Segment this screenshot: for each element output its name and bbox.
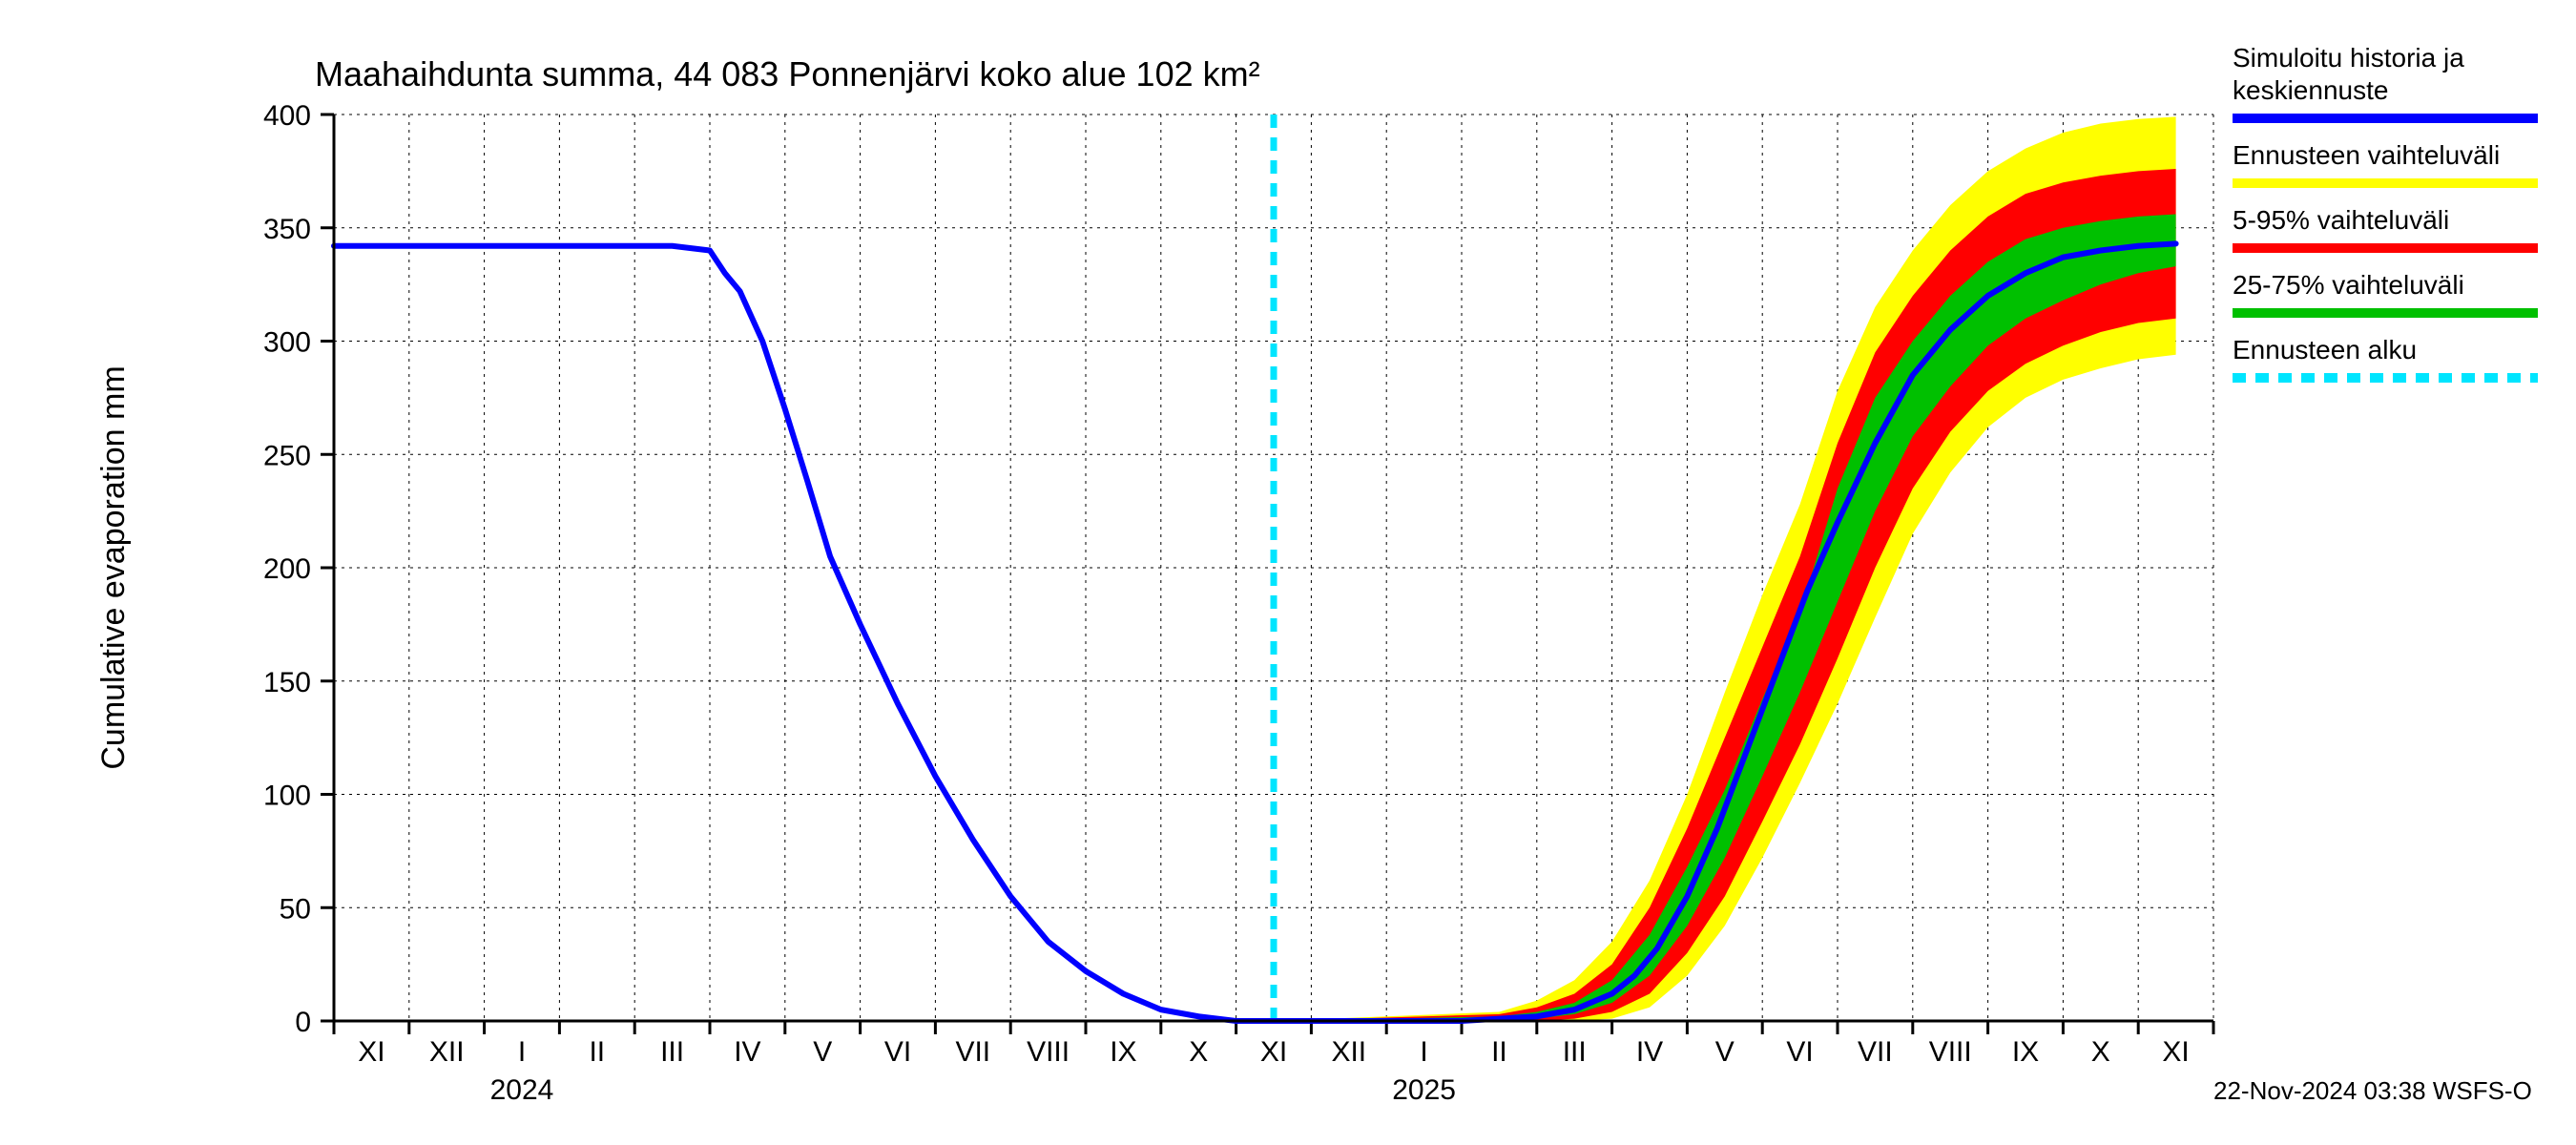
x-month-label: VI: [884, 1036, 911, 1068]
x-month-label: X: [2091, 1036, 2110, 1068]
footer-text: 22-Nov-2024 03:38 WSFS-O: [2213, 1076, 2532, 1105]
x-month-label: II: [589, 1036, 605, 1068]
x-month-label: IX: [1110, 1036, 1136, 1068]
y-tick-label: 400: [263, 100, 311, 132]
y-tick-label: 350: [263, 214, 311, 245]
chart-svg: 050100150200250300350400XIXIIIIIIIIIVVVI…: [0, 0, 2576, 1145]
x-month-label: XII: [429, 1036, 465, 1068]
y-tick-label: 250: [263, 440, 311, 471]
x-month-label: II: [1491, 1036, 1507, 1068]
legend-label: Ennusteen vaihteluväli: [2233, 140, 2500, 170]
x-month-label: V: [813, 1036, 832, 1068]
x-month-label: VII: [1858, 1036, 1893, 1068]
x-year-label: 2024: [490, 1074, 554, 1106]
y-tick-label: 150: [263, 667, 311, 698]
legend-label: Simuloitu historia ja: [2233, 43, 2464, 73]
legend-label: keskiennuste: [2233, 75, 2388, 105]
x-month-label: XI: [358, 1036, 384, 1068]
x-month-label: IV: [734, 1036, 760, 1068]
y-tick-label: 100: [263, 781, 311, 812]
x-month-label: VI: [1786, 1036, 1813, 1068]
y-tick-label: 0: [295, 1007, 311, 1038]
legend-label: 5-95% vaihteluväli: [2233, 205, 2449, 235]
x-month-label: I: [518, 1036, 526, 1068]
x-month-label: III: [1563, 1036, 1587, 1068]
x-month-label: III: [660, 1036, 684, 1068]
x-month-label: IV: [1636, 1036, 1663, 1068]
y-axis-label: Cumulative evaporation mm: [95, 365, 132, 769]
y-tick-label: 300: [263, 327, 311, 359]
x-month-label: VII: [955, 1036, 990, 1068]
y-tick-label: 50: [280, 893, 311, 925]
y-tick-label: 200: [263, 553, 311, 585]
chart-container: 050100150200250300350400XIXIIIIIIIIIVVVI…: [0, 0, 2576, 1145]
legend-label: 25-75% vaihteluväli: [2233, 270, 2464, 300]
x-month-label: X: [1189, 1036, 1208, 1068]
x-month-label: XI: [1260, 1036, 1287, 1068]
legend-label: Ennusteen alku: [2233, 335, 2417, 364]
x-month-label: I: [1420, 1036, 1427, 1068]
x-month-label: VIII: [1027, 1036, 1070, 1068]
x-month-label: VIII: [1929, 1036, 1972, 1068]
x-year-label: 2025: [1392, 1074, 1456, 1106]
x-month-label: XII: [1331, 1036, 1366, 1068]
x-month-label: XI: [2162, 1036, 2189, 1068]
x-month-label: IX: [2012, 1036, 2039, 1068]
chart-title: Maahaihdunta summa, 44 083 Ponnenjärvi k…: [315, 54, 1260, 94]
x-month-label: V: [1715, 1036, 1735, 1068]
